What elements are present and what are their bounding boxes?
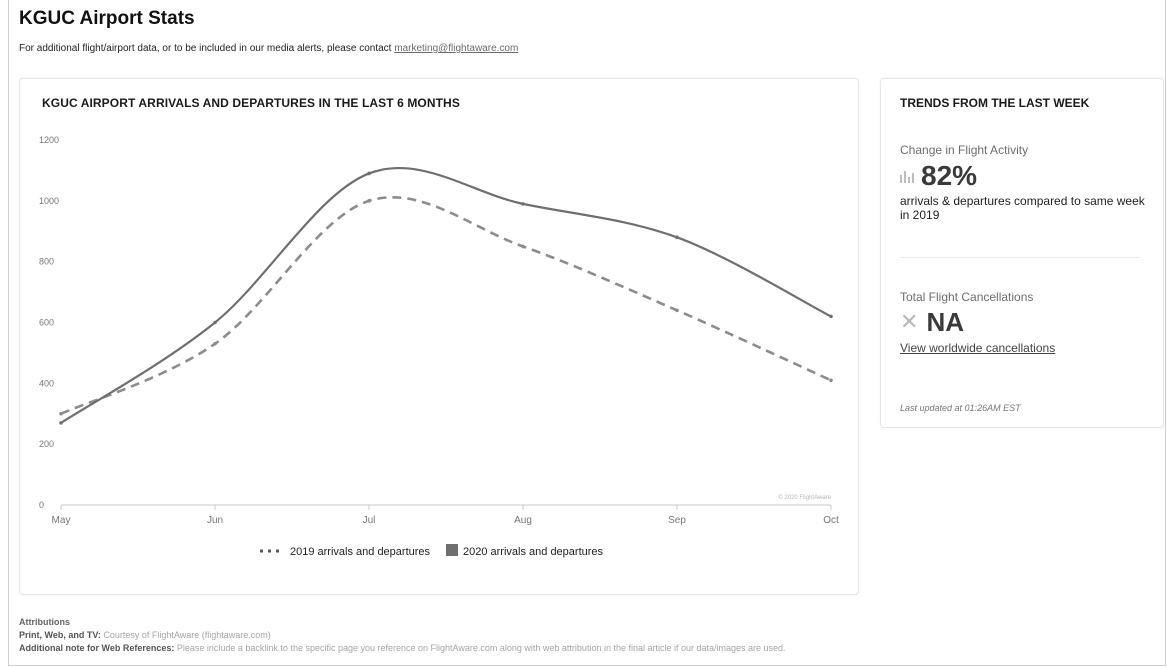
- chart-legend: 2019 arrivals and departures 2020 arriva…: [260, 544, 604, 558]
- series-line-2019: [60, 195, 832, 415]
- activity-label: Change in Flight Activity: [900, 143, 1029, 157]
- chart-title: KGUC AIRPORT ARRIVALS AND DEPARTURES IN …: [42, 96, 460, 110]
- x-tick-label: Jul: [363, 515, 376, 526]
- trends-card: [880, 78, 1164, 428]
- attribution-print-text: Courtesy of FlightAware (flightaware.com…: [103, 630, 271, 640]
- legend-2020-label: 2020 arrivals and departures: [463, 546, 604, 558]
- data-point-2020: [675, 235, 679, 240]
- series-line-2020: [60, 166, 832, 424]
- data-point-2020: [59, 421, 63, 425]
- x-tick-label: Sep: [668, 515, 686, 526]
- trends-title: TRENDS FROM THE LAST WEEK: [900, 96, 1090, 110]
- activity-value: 82%: [921, 160, 978, 191]
- data-point-2020: [367, 171, 371, 176]
- legend-2020-swatch: [446, 544, 458, 556]
- data-point-2019: [367, 199, 371, 203]
- data-point-2019: [675, 308, 679, 313]
- attributions-heading: Attributions: [19, 617, 70, 627]
- data-point-2019: [521, 244, 525, 249]
- contact-email-link[interactable]: marketing@flightaware.com: [394, 43, 519, 54]
- activity-description: arrivals & departures compared to same w…: [900, 194, 1145, 222]
- x-tick-label: Jun: [207, 515, 223, 526]
- cancellations-value: NA: [926, 306, 964, 337]
- page-title: KGUC Airport Stats: [19, 8, 195, 29]
- contact-text: For additional flight/airport data, or t…: [19, 43, 392, 54]
- data-point-2020: [213, 320, 217, 325]
- y-tick-label: 0: [39, 500, 44, 510]
- data-point-2020: [829, 314, 833, 319]
- bar-chart-icon: [900, 170, 914, 183]
- y-tick-label: 200: [39, 439, 54, 449]
- data-point-2019: [829, 378, 833, 383]
- x-tick-label: Aug: [514, 515, 532, 526]
- cancellations-value-row: ✕ NA: [900, 306, 964, 338]
- worldwide-cancellations-link[interactable]: View worldwide cancellations: [900, 341, 1056, 355]
- page-frame: [8, 0, 1166, 666]
- y-tick-label: 400: [39, 378, 54, 388]
- last-updated: Last updated at 01:26AM EST: [900, 403, 1021, 413]
- chart-watermark: © 2020 FlightAware: [778, 494, 831, 501]
- attribution-web-text: Please include a backlink to the specifi…: [176, 643, 786, 653]
- activity-value-row: 82%: [900, 160, 977, 192]
- x-icon: ✕: [900, 309, 919, 334]
- attribution-web-label: Additional note for Web References:: [19, 643, 175, 653]
- attribution-print-label: Print, Web, and TV:: [19, 630, 101, 640]
- data-point-2019: [59, 411, 63, 416]
- trends-divider: [900, 257, 1140, 258]
- y-tick-label: 1000: [39, 196, 59, 206]
- attribution-web: Additional note for Web References: Plea…: [19, 643, 786, 653]
- cancellations-label: Total Flight Cancellations: [900, 290, 1034, 304]
- y-tick-label: 1200: [39, 135, 59, 145]
- y-tick-label: 600: [39, 318, 54, 328]
- x-tick-label: May: [52, 515, 71, 526]
- contact-line: For additional flight/airport data, or t…: [19, 43, 518, 54]
- attribution-print: Print, Web, and TV: Courtesy of FlightAw…: [19, 630, 271, 640]
- data-point-2020: [521, 202, 525, 206]
- y-tick-label: 800: [39, 257, 54, 267]
- legend-2019-label: 2019 arrivals and departures: [290, 546, 431, 558]
- x-tick-label: Oct: [823, 515, 839, 526]
- chart-card: [19, 78, 859, 595]
- data-point-2019: [213, 341, 217, 346]
- line-chart: 0 200 400 600 800 1000 1200 May Jun Jul Aug Sep Oct…: [39, 135, 839, 558]
